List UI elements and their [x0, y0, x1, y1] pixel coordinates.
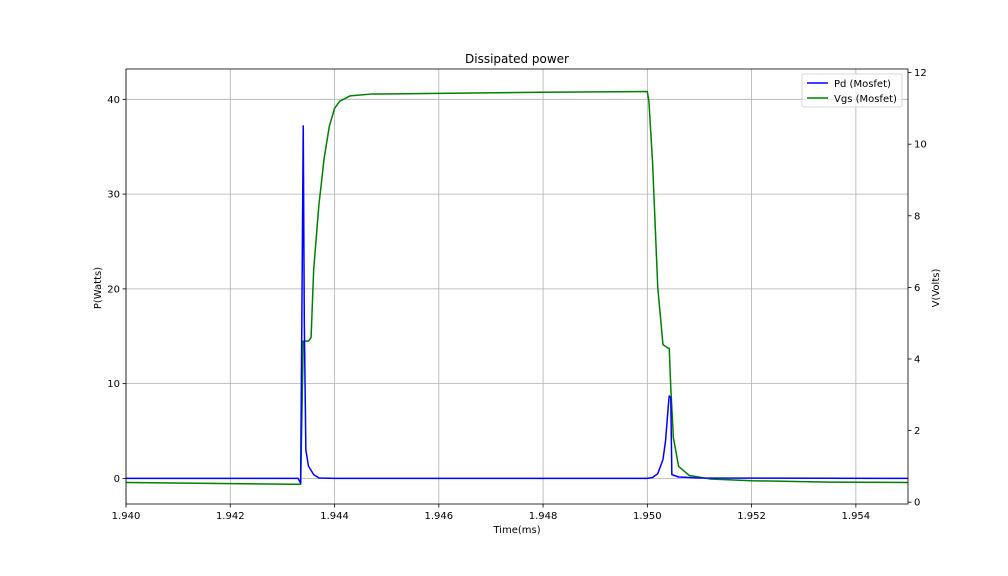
- y2-tick-label: 12: [914, 68, 927, 79]
- y-tick-label: 0: [114, 474, 120, 485]
- series-line-pd: [126, 125, 909, 484]
- y2-tick-label: 8: [914, 211, 920, 222]
- x-tick-label: 1.952: [737, 511, 766, 522]
- y-tick-label: 20: [107, 284, 120, 295]
- x-tick-label: 1.954: [842, 511, 871, 522]
- y-axis-left-label: P(Watts): [93, 267, 104, 309]
- y-tick-label: 10: [107, 379, 120, 390]
- x-tick-label: 1.940: [112, 511, 141, 522]
- y-axis-right-label: V(Volts): [931, 269, 942, 308]
- y-axis-right-ticks: 0 2 4 6 8 10 12: [908, 68, 927, 509]
- y2-tick-label: 4: [914, 355, 920, 366]
- y-tick-label: 30: [107, 190, 120, 201]
- x-tick-label: 1.946: [424, 511, 453, 522]
- y2-tick-label: 0: [914, 498, 920, 509]
- x-axis-label: Time(ms): [492, 525, 540, 536]
- plot-frame: [125, 68, 909, 505]
- y2-tick-label: 2: [914, 426, 920, 437]
- y-axis-left-ticks: 0 10 20 30 40: [107, 95, 126, 485]
- x-axis-ticks: 1.940 1.942 1.944 1.946 1.948 1.950 1.952 1.954: [112, 504, 871, 522]
- y2-tick-label: 6: [914, 283, 920, 294]
- x-tick-label: 1.948: [529, 511, 558, 522]
- y-tick-label: 40: [107, 95, 120, 106]
- legend-label-pd: Pd (Mosfet): [834, 79, 891, 90]
- x-tick-label: 1.950: [633, 511, 662, 522]
- chart-title: Dissipated power: [465, 52, 569, 66]
- series-layer: [125, 90, 909, 486]
- x-tick-label: 1.944: [320, 511, 349, 522]
- grid-lines: [125, 69, 908, 504]
- legend-label-vgs: Vgs (Mosfet): [834, 94, 897, 105]
- legend: Pd (Mosfet) Vgs (Mosfet): [801, 73, 903, 108]
- series-line-vgs: [125, 90, 909, 486]
- y2-tick-label: 10: [914, 140, 927, 151]
- x-tick-label: 1.942: [216, 511, 245, 522]
